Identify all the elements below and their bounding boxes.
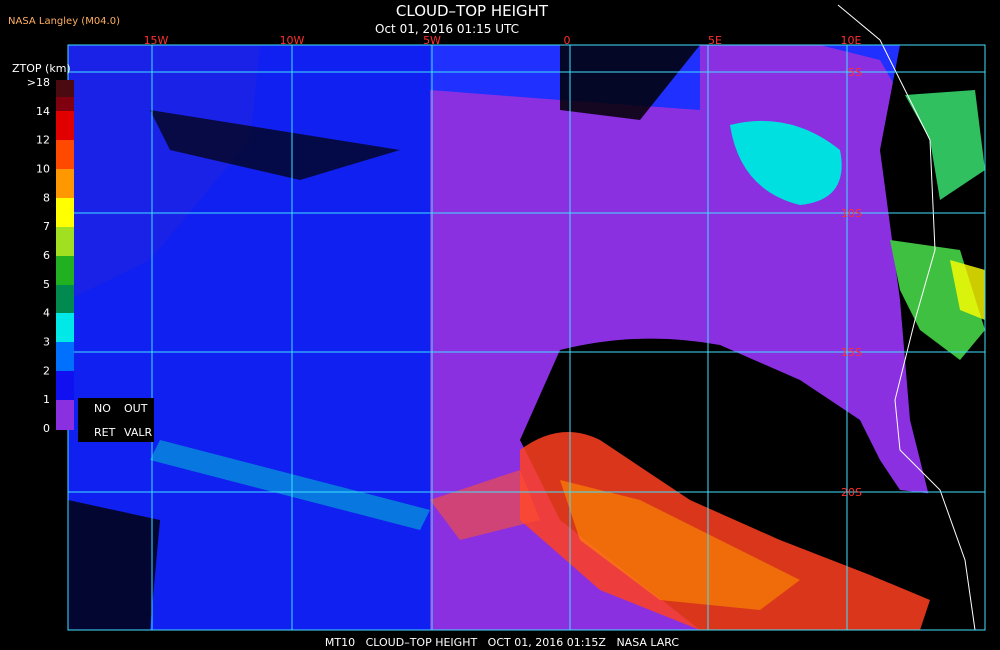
- legend-label: 4: [43, 307, 50, 320]
- high-cloud: [905, 90, 985, 200]
- latitude-label: 15S: [841, 346, 862, 359]
- legend-ret: RET: [94, 426, 116, 439]
- high-cloud: [560, 480, 800, 610]
- legend-label: 1: [43, 393, 50, 406]
- low-cloud: [68, 45, 260, 300]
- legend-out: OUT: [124, 402, 148, 415]
- legend-valr: VALR: [124, 426, 152, 439]
- latitude-labels: 5S 10S 15S 20S: [841, 66, 862, 499]
- latitude-label: 20S: [841, 486, 862, 499]
- legend-swatch: [56, 371, 74, 400]
- legend-swatch: [56, 285, 74, 313]
- legend-swatch: [56, 140, 74, 169]
- legend-label: 0: [43, 422, 50, 435]
- clear-sky: [560, 45, 700, 120]
- latitude-label: 10S: [841, 207, 862, 220]
- cloud-streak: [150, 440, 430, 530]
- legend-label: 3: [43, 336, 50, 349]
- longitude-label: 0: [564, 34, 571, 47]
- latitude-label: 5S: [848, 66, 862, 79]
- legend-swatch: [56, 97, 74, 111]
- source: NASA Langley (M04.0): [8, 16, 120, 27]
- legend-label: 8: [43, 191, 50, 204]
- high-cloud: [950, 260, 985, 320]
- legend-box: [78, 398, 154, 442]
- legend-title: ZTOP (km): [12, 62, 71, 75]
- legend-label: 7: [43, 220, 50, 233]
- legend-label: 12: [36, 134, 50, 147]
- subtitle: Oct 01, 2016 01:15 UTC: [375, 22, 519, 36]
- longitude-label: 10E: [841, 34, 862, 47]
- legend-swatch: [56, 256, 74, 285]
- legend-label: 6: [43, 249, 50, 262]
- legend-label: 2: [43, 364, 50, 377]
- coastline: [837, 4, 976, 631]
- longitude-labels: 15W 10W 5W 0 5E 10E: [144, 34, 862, 47]
- legend-swatch: [56, 342, 74, 371]
- legend-swatch: [56, 198, 74, 227]
- legend-label: >18: [27, 76, 50, 89]
- legend-swatch: [56, 111, 74, 140]
- legend-swatch: [56, 227, 74, 256]
- legend-swatch: [56, 80, 74, 97]
- legend-label: 5: [43, 278, 50, 291]
- legend-swatch: [56, 169, 74, 198]
- legend-swatch: [56, 400, 74, 430]
- clear-sky: [150, 110, 400, 180]
- high-cloud: [520, 432, 930, 630]
- high-cloud: [430, 470, 540, 540]
- title: CLOUD–TOP HEIGHT: [396, 2, 549, 20]
- legend-label: 14: [36, 105, 50, 118]
- satellite-image: [68, 4, 985, 631]
- legend-swatch: [56, 313, 74, 342]
- legend-no: NO: [94, 402, 111, 415]
- mid-cloud: [730, 120, 842, 205]
- longitude-label: 5W: [423, 34, 441, 47]
- longitude-label: 10W: [280, 34, 305, 47]
- longitude-label: 5E: [708, 34, 722, 47]
- footer: MT10 CLOUD–TOP HEIGHT OCT 01, 2016 01:15…: [325, 636, 679, 649]
- legend-label: 10: [36, 163, 50, 176]
- longitude-label: 15W: [144, 34, 169, 47]
- clear-sky: [68, 500, 160, 630]
